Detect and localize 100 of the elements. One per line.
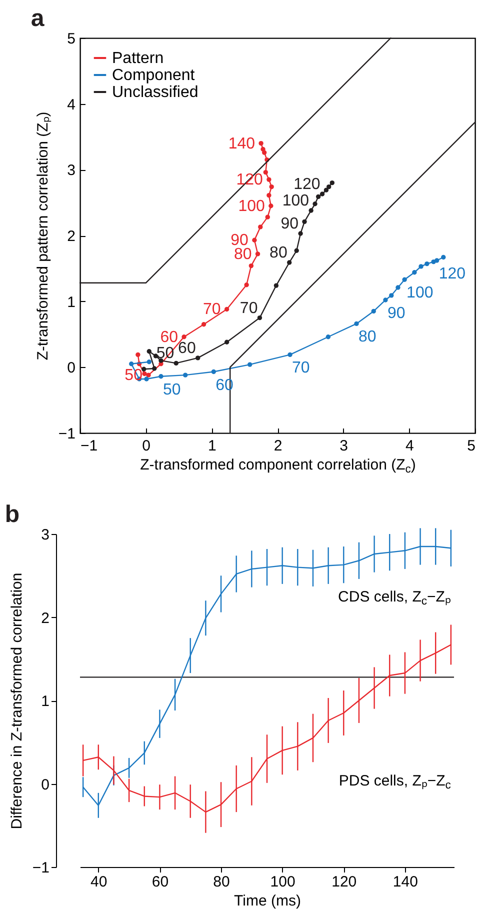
annotation: 70 xyxy=(292,360,310,377)
point xyxy=(263,170,268,175)
annotation: 50 xyxy=(162,381,181,398)
annotation: 90 xyxy=(280,216,299,233)
x-tick-label: 3 xyxy=(340,438,348,454)
x-tick-label: 5 xyxy=(467,438,476,454)
point xyxy=(174,360,178,366)
point xyxy=(257,315,262,320)
x-tick-label: 1 xyxy=(208,438,216,454)
y-tick-label: 1 xyxy=(67,294,76,311)
point xyxy=(144,376,149,382)
point xyxy=(294,248,299,253)
point xyxy=(201,322,206,327)
point xyxy=(136,352,140,357)
point xyxy=(142,371,147,376)
point xyxy=(287,260,292,265)
y-tick-label: 0 xyxy=(41,776,50,794)
x-axis-title: Z-transformed component correlation (Z$_{c}$) xyxy=(140,456,416,476)
point xyxy=(248,362,252,367)
annotation: 100 xyxy=(406,284,434,302)
point xyxy=(129,362,134,366)
point xyxy=(258,140,264,146)
point xyxy=(269,184,274,190)
legend-label: Unclassified xyxy=(112,84,198,101)
point xyxy=(354,321,359,326)
annotation: 80 xyxy=(270,244,288,262)
point xyxy=(182,372,188,378)
point xyxy=(152,366,157,371)
y-axis-title: Difference in Z-transformed correlation xyxy=(8,572,26,830)
text: PDS cells, Zₚ−Z$_{c}$ xyxy=(338,772,452,792)
x-tick-label: 120 xyxy=(332,874,357,890)
y-axis-title: Z-transformed pattern correlation (Zₚ) xyxy=(34,112,52,360)
y-tick-label: 5 xyxy=(67,30,76,48)
y-tick-label: −1 xyxy=(32,860,50,876)
x-tick-label: −1 xyxy=(80,438,98,454)
point xyxy=(260,146,266,152)
point xyxy=(371,308,376,314)
annotation: 140 xyxy=(228,135,256,152)
x-tick-label: 60 xyxy=(152,874,169,890)
y-tick-label: 4 xyxy=(67,96,76,114)
point xyxy=(274,283,279,288)
point xyxy=(418,264,424,269)
legend-label: Pattern xyxy=(112,50,164,67)
point xyxy=(244,282,249,288)
point xyxy=(302,219,307,224)
x-tick-label: 4 xyxy=(405,438,414,454)
point xyxy=(326,184,332,190)
annotation: 60 xyxy=(160,328,178,346)
chart-title: a xyxy=(30,5,45,32)
annotation: 70 xyxy=(203,301,221,318)
point xyxy=(224,340,230,344)
annotation: 80 xyxy=(358,328,376,346)
y-tick-label: 0 xyxy=(67,360,76,377)
point xyxy=(396,285,400,290)
point xyxy=(441,254,446,260)
y-tick-label: 3 xyxy=(67,162,76,180)
point xyxy=(248,263,254,268)
annotation: 90 xyxy=(387,305,406,322)
point xyxy=(412,270,417,275)
y-tick-label: 1 xyxy=(41,693,50,710)
point xyxy=(211,369,216,374)
point xyxy=(424,261,430,266)
point xyxy=(142,366,146,372)
series-label: CDS cells, Z$_{c}$−Zₚ xyxy=(338,588,451,608)
x-tick-label: 140 xyxy=(392,874,418,890)
y-tick-label: 2 xyxy=(67,228,76,245)
point xyxy=(158,374,164,379)
point xyxy=(324,188,329,192)
point xyxy=(252,238,257,242)
point xyxy=(266,193,272,198)
y-tick-label: −1 xyxy=(58,426,76,442)
point xyxy=(389,293,394,298)
point xyxy=(195,356,200,360)
legend-label: Component xyxy=(112,67,196,84)
point xyxy=(266,177,272,182)
point xyxy=(146,360,152,364)
annotation: 70 xyxy=(240,300,258,317)
y-tick-label: 2 xyxy=(41,610,50,627)
chart-title: b xyxy=(4,501,20,528)
point xyxy=(402,277,407,282)
y-tick-label: 3 xyxy=(41,526,50,544)
x-tick-label: 100 xyxy=(270,874,296,890)
point xyxy=(320,192,325,196)
x-tick-label: 0 xyxy=(142,438,151,454)
point xyxy=(265,214,270,220)
point xyxy=(255,252,260,256)
point xyxy=(182,334,186,340)
point xyxy=(298,231,303,236)
point xyxy=(312,202,318,206)
point xyxy=(308,208,314,213)
x-tick-label: 40 xyxy=(90,874,108,890)
x-tick-label: 2 xyxy=(274,438,282,454)
point xyxy=(383,298,388,302)
point xyxy=(316,194,321,199)
point xyxy=(288,352,292,357)
point xyxy=(224,306,230,312)
annotation: 60 xyxy=(178,340,196,357)
annotation: 120 xyxy=(294,176,320,194)
x-tick-label: 80 xyxy=(213,874,230,890)
point xyxy=(268,204,274,208)
